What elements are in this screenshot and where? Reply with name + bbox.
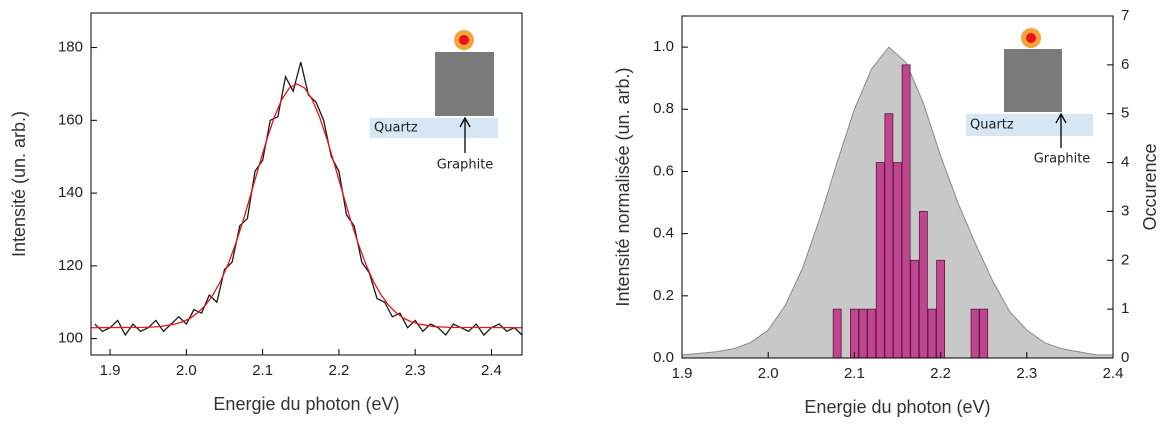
y-axis-label: Intensité (un. arb.) — [9, 111, 29, 257]
bar — [867, 308, 877, 359]
x-tick-label: 2.4 — [1103, 365, 1124, 382]
x-tick-label: 2.1 — [844, 365, 865, 382]
y2-tick-label: 0 — [1121, 349, 1129, 366]
bar — [927, 308, 937, 359]
bar — [893, 162, 902, 359]
graphite-block — [1004, 49, 1062, 112]
y-tick-label: 0.8 — [653, 100, 674, 117]
y-tick-label: 0.2 — [653, 287, 674, 304]
x-tick-label: 2.2 — [930, 365, 951, 382]
x-tick-label: 1.9 — [100, 362, 121, 379]
chart-panel: 1.9 2.0 2.1 2.2 2.3 2.4 100 120 140 160 180 Energie… — [9, 12, 523, 414]
inset-label: Quartz — [374, 121, 418, 136]
bar — [850, 308, 859, 359]
plot-frame — [90, 12, 523, 356]
y-tick-label: 1.0 — [653, 38, 674, 55]
inset-label: Quartz — [970, 118, 1014, 133]
x-tick-label: 2.0 — [176, 362, 197, 379]
y2-axis-label: Occurence — [1140, 143, 1160, 230]
y-tick-label: 0.6 — [653, 162, 674, 179]
graphite-block — [435, 52, 494, 116]
bar — [858, 308, 868, 359]
y-tick-label: 0.0 — [653, 349, 674, 366]
x-axis-label: Energie du photon (eV) — [213, 394, 399, 414]
y2-tick-label: 6 — [1121, 56, 1129, 73]
arrow-head — [1055, 112, 1067, 124]
bar — [936, 259, 945, 359]
bar — [910, 259, 920, 359]
x-tick-label: 2.2 — [328, 362, 349, 379]
y2-tick-label: 2 — [1121, 251, 1129, 268]
inset-label: Graphite — [1034, 152, 1091, 167]
x-tick-label: 2.0 — [758, 365, 779, 382]
quartz-layer — [370, 118, 498, 138]
x-axis-label: Energie du photon (eV) — [804, 397, 990, 417]
arrow-head — [459, 116, 471, 128]
bar — [832, 308, 842, 359]
y-tick-label: 180 — [58, 39, 83, 56]
bar — [901, 64, 911, 359]
x-tick-label: 1.9 — [672, 365, 693, 382]
x-tick-label: 2.3 — [1016, 365, 1037, 382]
y-axis-label: Intensité normalisée (un. arb.) — [613, 67, 633, 306]
y-tick-label: 120 — [58, 257, 83, 274]
particle-core — [1026, 33, 1036, 43]
y2-tick-label: 7 — [1121, 7, 1129, 24]
y-tick-label: 140 — [58, 184, 83, 201]
data-line — [90, 83, 523, 329]
bar — [884, 113, 894, 359]
chart-panel: 1.9 2.0 2.1 2.2 2.3 2.4 0.0 0.2 0.4 0.6 0.8 1.0 0 1 2 3… — [613, 7, 1160, 417]
y2-tick-label: 5 — [1121, 105, 1129, 122]
x-tick-label: 2.1 — [252, 362, 273, 379]
plot-frame — [681, 15, 1114, 359]
y-tick-label: 0.4 — [653, 225, 674, 242]
bar — [979, 308, 989, 359]
x-tick-label: 2.3 — [405, 362, 426, 379]
inset-left: Quartz Graphite — [370, 30, 498, 173]
bar — [970, 308, 980, 359]
y-tick-label: 160 — [58, 111, 83, 128]
bar — [875, 162, 885, 359]
y2-tick-label: 4 — [1121, 154, 1129, 171]
y-tick-label: 100 — [58, 330, 83, 347]
x-tick-label: 2.4 — [481, 362, 502, 379]
y2-tick-label: 1 — [1121, 300, 1129, 317]
y2-tick-label: 3 — [1121, 202, 1129, 219]
inset-right: Quartz Graphite — [966, 28, 1093, 167]
particle-core — [459, 35, 469, 45]
bar — [918, 211, 928, 359]
inset-label: Graphite — [437, 158, 494, 173]
